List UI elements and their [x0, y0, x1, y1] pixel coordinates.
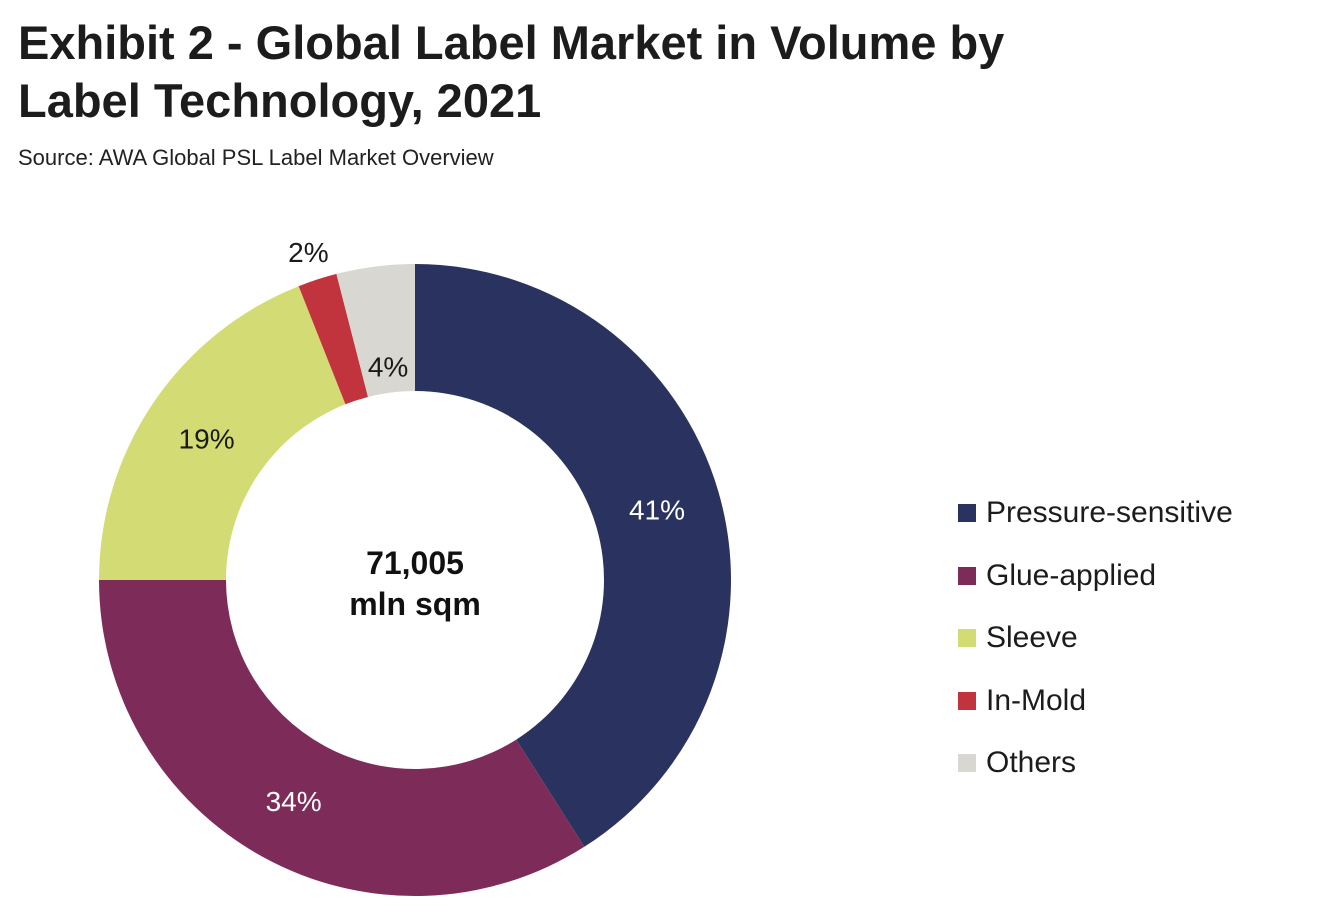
chart-source: Source: AWA Global PSL Label Market Over… [18, 145, 494, 170]
legend-label: Pressure-sensitive [986, 496, 1233, 530]
legend-label: Sleeve [986, 621, 1078, 655]
center-total-unit: mln sqm [349, 586, 481, 622]
legend-swatch [958, 691, 976, 710]
slice-sleeve [99, 286, 346, 580]
slice-label-sleeve: 19% [179, 423, 235, 454]
slice-glue-applied [99, 580, 585, 896]
legend-swatch [958, 629, 976, 648]
chart-title-line-1: Exhibit 2 - Global Label Market in Volum… [18, 16, 1005, 69]
donut-slices [99, 264, 732, 896]
legend-item-sleeve: Sleeve [958, 607, 1233, 670]
chart-legend: Pressure-sensitive Glue-applied Sleeve In-M… [958, 482, 1233, 795]
legend-label: Glue-applied [986, 558, 1157, 592]
legend-item-glue-applied: Glue-applied [958, 545, 1233, 608]
slice-in-mold [298, 273, 368, 405]
chart-title: Exhibit 2 - Global Label Market in Volum… [18, 14, 1298, 130]
center-total-value: 71,005 [366, 545, 464, 581]
slice-pressure-sensitive [415, 264, 732, 847]
legend-item-others: Others [958, 732, 1233, 795]
legend-label: In-Mold [986, 683, 1087, 717]
legend-item-pressure-sensitive: Pressure-sensitive [958, 482, 1233, 545]
slice-others [336, 264, 415, 397]
legend-swatch [958, 566, 976, 585]
slice-labels: 41% 34% 19% 2% 4% [179, 237, 685, 817]
slice-label-others: 4% [368, 352, 408, 383]
legend-swatch [958, 504, 976, 523]
legend-swatch [958, 754, 976, 773]
slice-label-pressure-sensitive: 41% [629, 495, 685, 526]
legend-item-in-mold: In-Mold [958, 670, 1233, 733]
slice-label-in-mold: 2% [288, 237, 328, 268]
chart-title-line-2: Label Technology, 2021 [18, 74, 542, 127]
legend-label: Others [986, 746, 1077, 780]
slice-label-glue-applied: 34% [266, 786, 322, 817]
